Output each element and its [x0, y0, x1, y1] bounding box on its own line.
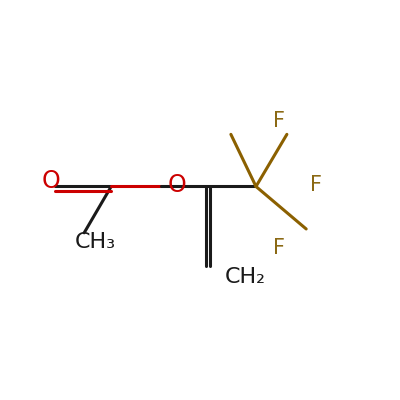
Text: F: F: [273, 111, 285, 131]
Text: O: O: [168, 172, 186, 196]
Text: O: O: [42, 169, 61, 193]
Text: CH₂: CH₂: [225, 267, 266, 287]
Text: F: F: [273, 238, 285, 258]
Text: F: F: [310, 174, 322, 194]
Text: CH₃: CH₃: [74, 232, 116, 252]
